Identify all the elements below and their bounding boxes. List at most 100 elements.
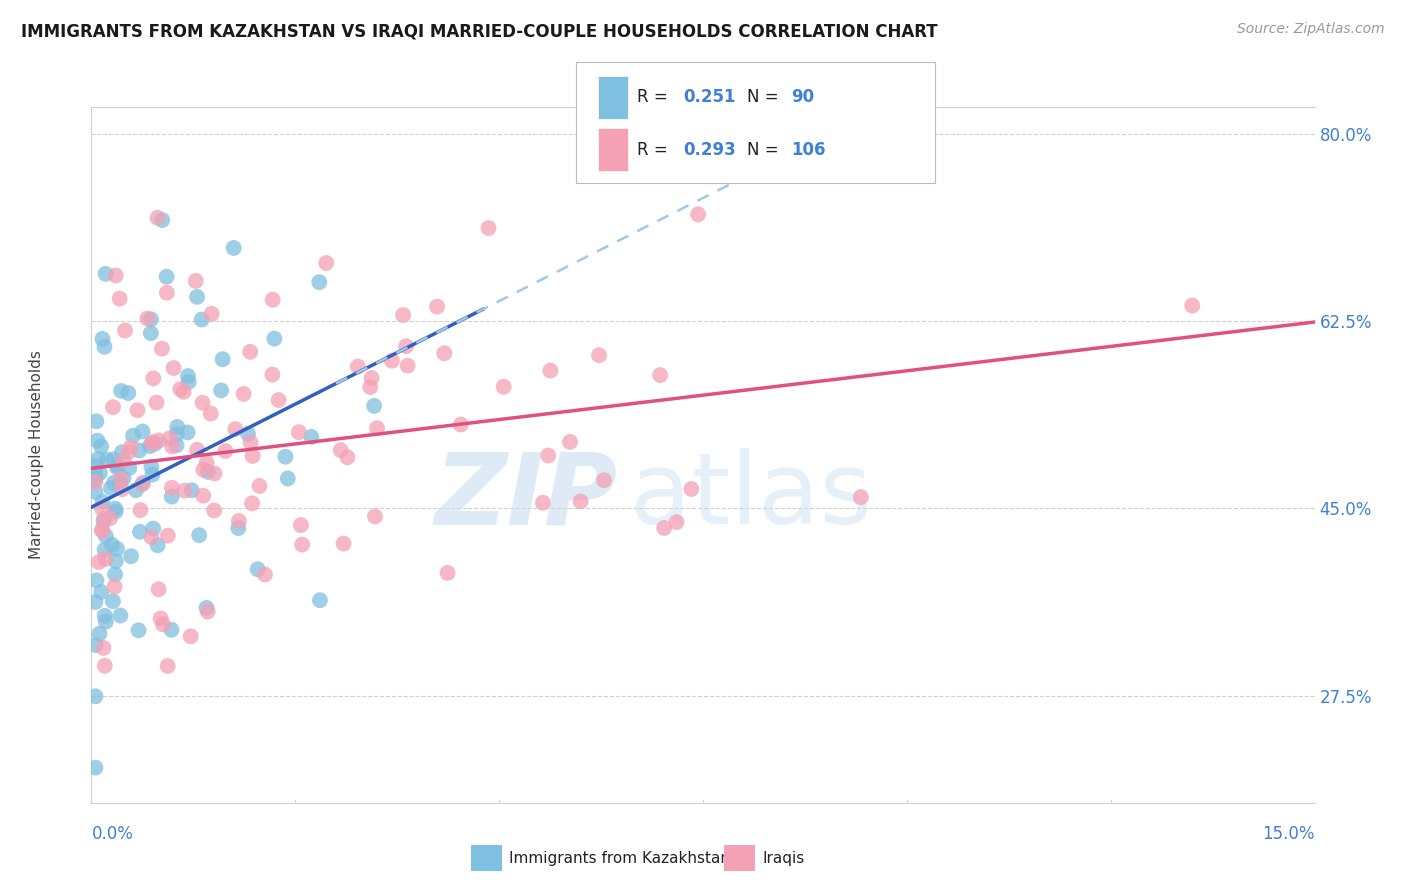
Text: R =: R =	[637, 88, 673, 106]
Point	[184, 274, 207, 288]
Point	[347, 359, 370, 374]
Point	[86, 574, 108, 588]
Point	[152, 617, 174, 632]
Point	[253, 567, 276, 582]
Point	[94, 552, 117, 566]
Point	[103, 475, 125, 490]
Point	[160, 490, 183, 504]
Point	[105, 541, 128, 556]
Point	[329, 443, 352, 458]
Point	[1181, 299, 1204, 313]
Point	[110, 472, 132, 486]
Point	[125, 483, 148, 498]
Point	[308, 275, 330, 289]
Point	[90, 585, 112, 599]
Point	[228, 514, 250, 528]
Point	[94, 267, 117, 281]
Point	[159, 431, 181, 445]
Text: Immigrants from Kazakhstan: Immigrants from Kazakhstan	[509, 851, 730, 865]
Point	[84, 467, 107, 482]
Point	[436, 566, 458, 580]
Text: N =: N =	[747, 88, 783, 106]
Point	[101, 594, 124, 608]
Point	[332, 536, 354, 550]
Point	[309, 593, 332, 607]
Point	[392, 308, 415, 322]
Point	[118, 444, 141, 458]
Point	[84, 690, 107, 704]
Text: 15.0%: 15.0%	[1263, 825, 1315, 843]
Point	[162, 361, 184, 376]
Point	[127, 403, 149, 417]
Point	[145, 395, 167, 409]
Point	[665, 515, 688, 529]
Point	[148, 434, 170, 448]
Point	[129, 524, 152, 539]
Point	[94, 615, 117, 629]
Point	[141, 530, 163, 544]
Point	[166, 420, 188, 434]
Point	[240, 496, 263, 510]
Point	[155, 269, 177, 284]
Point	[224, 422, 246, 436]
Point	[150, 213, 173, 227]
Point	[242, 449, 264, 463]
Point	[86, 434, 108, 448]
Point	[84, 761, 107, 775]
Text: 0.0%: 0.0%	[91, 825, 134, 843]
Point	[136, 311, 159, 326]
Point	[160, 481, 183, 495]
Point	[84, 484, 107, 499]
Point	[93, 340, 115, 354]
Point	[650, 368, 672, 382]
Point	[538, 363, 561, 377]
Point	[93, 511, 115, 525]
Text: Married-couple Households: Married-couple Households	[30, 351, 44, 559]
Point	[90, 523, 112, 537]
Point	[101, 538, 124, 552]
Point	[139, 326, 162, 340]
Point	[267, 392, 290, 407]
Point	[90, 439, 112, 453]
Point	[166, 438, 188, 452]
Point	[146, 211, 169, 225]
Point	[537, 449, 560, 463]
Point	[197, 465, 219, 479]
Point	[148, 582, 170, 597]
Point	[249, 479, 271, 493]
Point	[149, 611, 172, 625]
Point	[366, 421, 388, 435]
Point	[93, 640, 115, 655]
Point	[195, 600, 218, 615]
Point	[128, 443, 150, 458]
Point	[142, 371, 165, 385]
Point	[588, 348, 610, 362]
Point	[849, 490, 872, 504]
Point	[93, 542, 115, 557]
Point	[84, 638, 107, 652]
Point	[141, 467, 163, 482]
Point	[193, 489, 215, 503]
Text: 106: 106	[792, 141, 827, 159]
Point	[681, 482, 703, 496]
Point	[141, 459, 163, 474]
Point	[492, 380, 515, 394]
Point	[93, 514, 115, 528]
Point	[84, 475, 107, 489]
Point	[150, 342, 173, 356]
Point	[160, 623, 183, 637]
Point	[128, 624, 150, 638]
Point	[336, 450, 359, 465]
Point	[360, 371, 382, 385]
Point	[201, 307, 224, 321]
Point	[91, 332, 114, 346]
Point	[98, 511, 121, 525]
Point	[104, 554, 127, 568]
Point	[120, 549, 142, 564]
Point	[176, 425, 198, 440]
Point	[381, 353, 404, 368]
Point	[93, 608, 115, 623]
Point	[396, 359, 419, 373]
Point	[359, 380, 381, 394]
Point	[100, 481, 122, 495]
